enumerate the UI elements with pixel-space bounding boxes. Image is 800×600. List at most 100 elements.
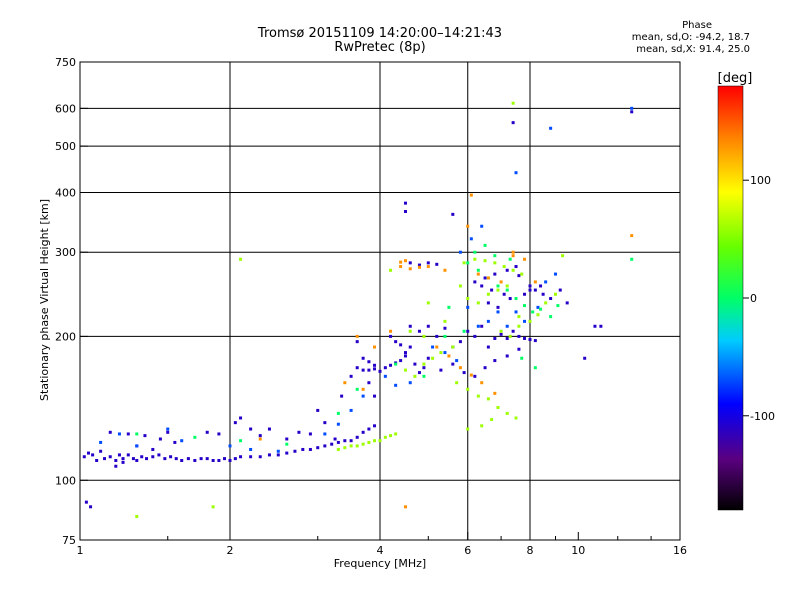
data-point (99, 440, 103, 444)
data-point (511, 254, 515, 258)
data-point (99, 449, 103, 453)
data-point (473, 334, 477, 338)
data-point (223, 457, 227, 461)
data-point (367, 360, 371, 364)
data-point (336, 440, 340, 444)
data-point (383, 435, 387, 439)
data-point (114, 458, 118, 462)
data-point (389, 329, 393, 333)
data-point (383, 374, 387, 378)
data-point (355, 444, 359, 448)
data-point (193, 435, 197, 439)
data-point (349, 408, 353, 412)
data-point (228, 444, 232, 448)
phase-stats-label: Phase (682, 20, 712, 31)
data-point (486, 276, 490, 280)
data-point (528, 338, 532, 342)
data-point (367, 381, 371, 385)
data-point (466, 224, 470, 228)
data-point (517, 324, 521, 328)
y-tick-label: 750 (55, 56, 76, 69)
data-point (493, 272, 497, 276)
data-point (476, 268, 480, 272)
data-point (422, 362, 426, 366)
data-point (239, 439, 243, 443)
data-point (413, 362, 417, 366)
data-point (505, 411, 509, 415)
data-point (565, 301, 569, 305)
data-point (531, 310, 535, 314)
data-point (462, 329, 466, 333)
data-point (523, 319, 527, 323)
data-point (408, 324, 412, 328)
data-point (469, 237, 473, 241)
data-point (473, 280, 477, 284)
data-point (389, 334, 393, 338)
data-point (355, 387, 359, 391)
y-tick-label: 300 (55, 246, 76, 259)
data-point (480, 224, 484, 228)
data-point (361, 394, 365, 398)
data-point (399, 260, 403, 264)
data-point (151, 455, 155, 459)
data-point (249, 455, 253, 459)
data-point (517, 334, 521, 338)
data-point (426, 265, 430, 269)
data-point (466, 305, 470, 309)
data-point (439, 351, 443, 355)
data-point (217, 458, 221, 462)
data-point (180, 458, 184, 462)
data-point (493, 254, 497, 258)
data-point (447, 305, 451, 309)
data-point (483, 243, 487, 247)
data-point (520, 356, 524, 360)
x-tick-label: 1 (77, 544, 84, 557)
colorbar-tick-label: 100 (750, 174, 771, 187)
data-point (361, 368, 365, 372)
data-point (228, 458, 232, 462)
data-point (408, 381, 412, 385)
data-point (217, 432, 221, 436)
data-point (367, 368, 371, 372)
data-point (301, 447, 305, 451)
data-point (480, 381, 484, 385)
data-point (451, 345, 455, 349)
data-point (233, 457, 237, 461)
data-point (389, 363, 393, 367)
data-point (505, 284, 509, 288)
data-point (426, 356, 430, 360)
data-point (505, 336, 509, 340)
x-tick-label: 10 (571, 544, 585, 557)
data-point (528, 288, 532, 292)
data-point (408, 329, 412, 333)
data-point (308, 447, 312, 451)
data-point (528, 319, 532, 323)
data-point (373, 345, 377, 349)
data-point (493, 336, 497, 340)
data-point (135, 432, 139, 436)
data-point (361, 430, 365, 434)
data-point (496, 284, 500, 288)
data-point (458, 284, 462, 288)
data-point (473, 250, 477, 254)
data-point (157, 453, 161, 457)
data-point (267, 427, 271, 431)
data-point (131, 457, 135, 461)
data-point (285, 442, 289, 446)
data-point (258, 434, 262, 438)
data-point (285, 437, 289, 441)
data-point (514, 265, 518, 269)
data-point (486, 319, 490, 323)
data-point (505, 354, 509, 358)
data-point (493, 359, 497, 363)
data-point (373, 394, 377, 398)
data-point (486, 292, 490, 296)
y-tick-label: 500 (55, 140, 76, 153)
data-point (431, 345, 435, 349)
data-point (480, 284, 484, 288)
data-point (361, 442, 365, 446)
data-point (466, 329, 470, 333)
data-point (333, 437, 337, 441)
data-point (166, 427, 170, 431)
data-point (211, 458, 215, 462)
